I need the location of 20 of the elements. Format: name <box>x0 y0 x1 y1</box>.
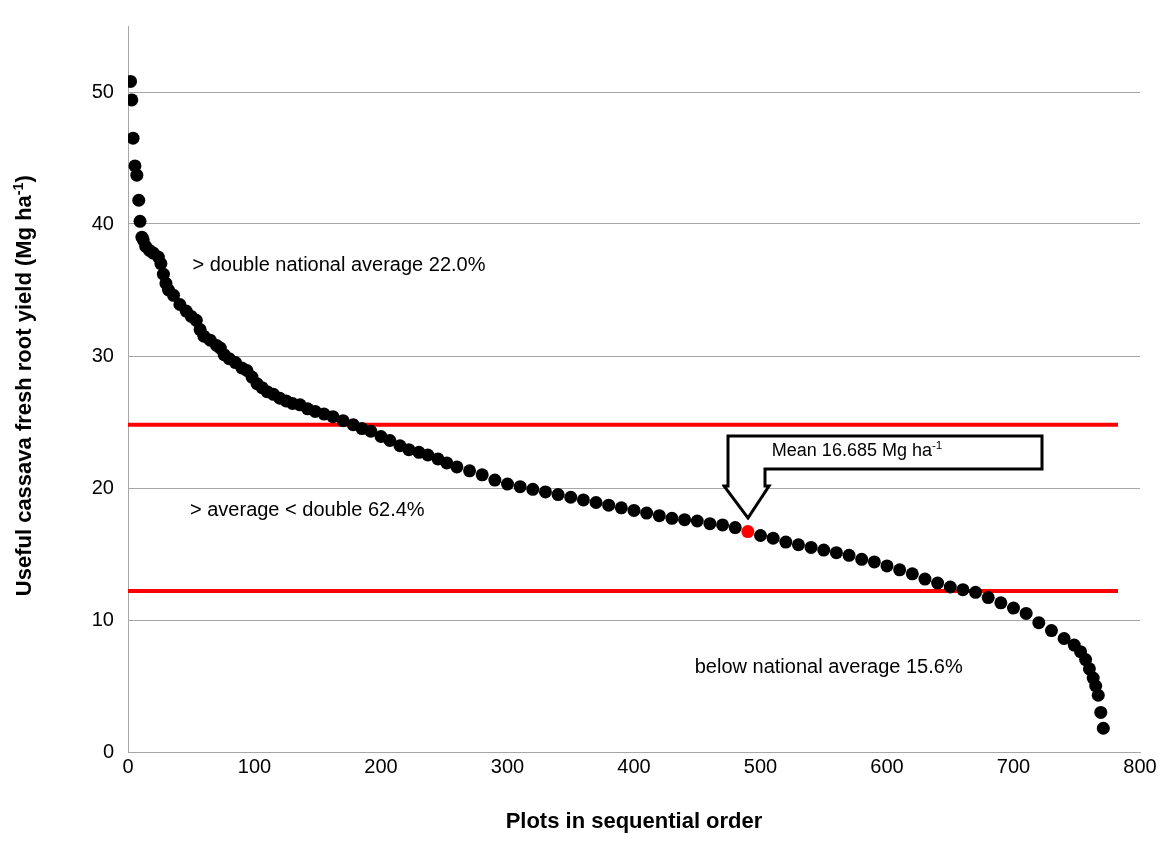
annotation: Mean 16.685 Mg ha$^{-1}$ <box>771 437 943 461</box>
y-tick-label: 10 <box>91 607 114 630</box>
annotation: below national average 15.6% <box>694 654 963 678</box>
x-tick-label: 600 <box>870 754 904 777</box>
x-axis-title: Plots in sequential order <box>504 808 764 834</box>
y-tick-label: 0 <box>102 739 114 762</box>
x-tick-label: 300 <box>490 754 525 777</box>
annotation: > average < double 62.4% <box>189 497 425 521</box>
annotation: > double national average 22.0% <box>192 252 486 276</box>
y-tick-label: 30 <box>91 343 114 366</box>
x-tick-label: 800 <box>1123 754 1157 777</box>
y-tick-label: 40 <box>91 211 114 234</box>
x-tick-label: 100 <box>237 754 272 777</box>
x-tick-label: 500 <box>743 754 778 777</box>
x-tick-label: 0 <box>122 754 134 777</box>
x-tick-label: 700 <box>996 754 1031 777</box>
x-tick-label: 400 <box>617 754 651 777</box>
x-tick-label: 200 <box>364 754 398 777</box>
y-tick-label: 50 <box>91 79 114 102</box>
y-tick-label: 20 <box>91 475 114 498</box>
